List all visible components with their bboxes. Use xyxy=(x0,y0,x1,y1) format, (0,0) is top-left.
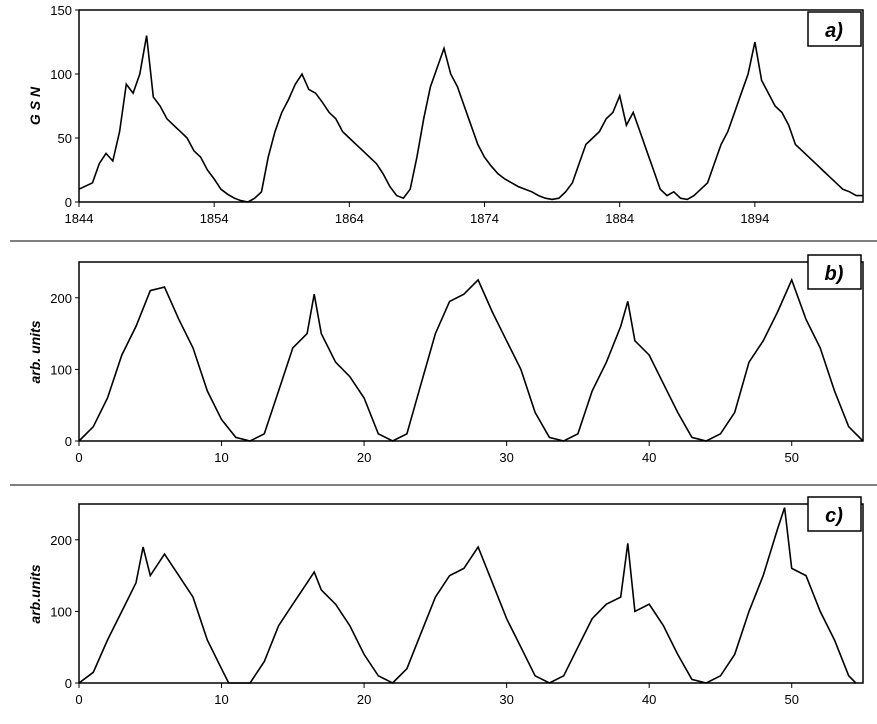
x-tick-label: 50 xyxy=(784,450,798,465)
plot-frame xyxy=(78,503,864,684)
x-tick-label: 1864 xyxy=(335,211,364,226)
panel-label-box xyxy=(807,254,862,290)
x-tick-label: 20 xyxy=(357,692,371,707)
panel-label: c) xyxy=(825,505,843,527)
y-tick-label: 0 xyxy=(65,195,72,210)
panel-label-box xyxy=(807,496,862,532)
panel-c: 0 100 200 0 10 20 30 40 50 arb.units c) xyxy=(27,496,864,707)
y-tick-label: 200 xyxy=(50,291,72,306)
x-tick-label: 1844 xyxy=(65,211,94,226)
x-tick-label: 10 xyxy=(214,692,228,707)
panel-label: a) xyxy=(825,20,843,42)
panel-b: 0 100 200 0 10 20 30 40 50 arb. units b) xyxy=(10,254,877,486)
y-tick-label: 100 xyxy=(50,362,72,377)
tick-labels: 0 100 200 0 10 20 30 40 50 xyxy=(50,533,799,707)
x-tick-label: 0 xyxy=(75,692,82,707)
x-tick-label: 20 xyxy=(357,450,371,465)
plot-frame xyxy=(78,261,864,442)
y-tick-label: 0 xyxy=(65,676,72,691)
x-tick-label: 30 xyxy=(499,450,513,465)
y-tick-label: 0 xyxy=(65,434,72,449)
y-axis-label: arb. units xyxy=(27,320,43,383)
x-tick-label: 30 xyxy=(499,692,513,707)
series-line-c xyxy=(78,507,857,684)
y-tick-label: 200 xyxy=(50,533,72,548)
plot-frame xyxy=(78,9,864,203)
y-tick-label: 100 xyxy=(50,67,72,82)
panel-label: b) xyxy=(825,263,844,285)
x-tick-label: 40 xyxy=(642,450,656,465)
x-tick-label: 1894 xyxy=(740,211,769,226)
x-tick-label: 1854 xyxy=(200,211,229,226)
x-tick-label: 40 xyxy=(642,692,656,707)
panel-label-box xyxy=(807,11,862,47)
x-tick-label: 1884 xyxy=(605,211,634,226)
x-tick-label: 10 xyxy=(214,450,228,465)
y-axis-label: G S N xyxy=(27,86,43,125)
x-tick-label: 1874 xyxy=(470,211,499,226)
tick-labels: 0 50 100 150 1844 1854 1864 1874 1884 1894 xyxy=(50,3,769,226)
y-tick-label: 100 xyxy=(50,604,72,619)
tick-labels: 0 100 200 0 10 20 30 40 50 xyxy=(50,291,799,465)
x-tick-label: 50 xyxy=(784,692,798,707)
y-tick-label: 50 xyxy=(58,131,72,146)
series-line-b xyxy=(78,277,864,442)
series-line-gsn xyxy=(78,35,863,203)
y-axis-label: arb.units xyxy=(27,564,43,623)
x-tick-label: 0 xyxy=(75,450,82,465)
y-tick-label: 150 xyxy=(50,3,72,18)
